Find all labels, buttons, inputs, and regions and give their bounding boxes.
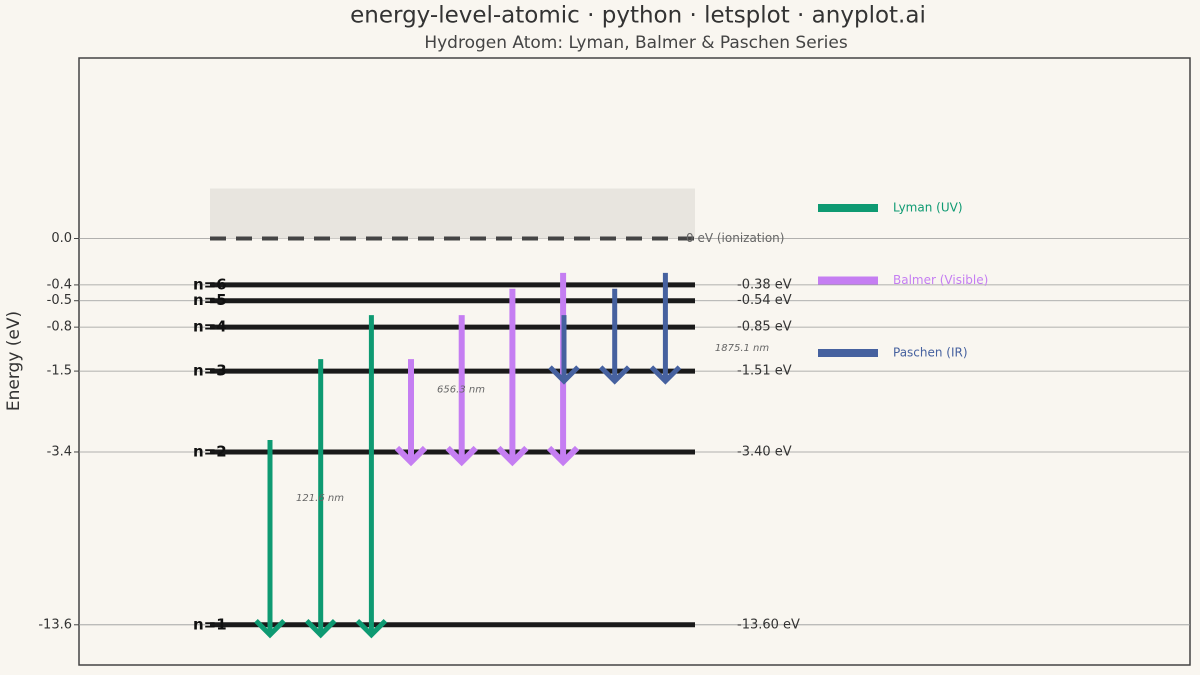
ionization-label: 0 eV (ionization) (686, 231, 784, 245)
transition-arrow (304, 359, 337, 639)
y-tick-label: -0.8 (47, 320, 72, 335)
arrow-shape (548, 315, 580, 385)
level-name: n=2 (193, 442, 227, 460)
transition-arrow (355, 315, 388, 639)
y-tick-label: -0.5 (47, 293, 72, 308)
wavelength-label: 656.3 nm (437, 385, 485, 396)
transition-arrow (649, 272, 682, 385)
legend-label: Lyman (UV) (893, 201, 963, 215)
level-name: n=6 (193, 275, 227, 293)
y-tick-label: 0.0 (51, 231, 72, 246)
continuum (210, 188, 695, 239)
y-tick-label: -1.5 (47, 364, 72, 379)
level-value-label: -3.40 eV (737, 444, 792, 459)
arrow-shape (496, 288, 529, 467)
level-name: n=1 (193, 615, 227, 633)
arrow-shape (598, 288, 631, 385)
y-axis-label: Energy (eV) (4, 311, 24, 411)
level-name: n=4 (193, 318, 227, 336)
transition-arrow (394, 359, 428, 467)
legend-label: Balmer (Visible) (893, 273, 988, 287)
y-tick-label: -0.4 (47, 277, 72, 292)
arrow-shape (355, 315, 388, 639)
level-value-label: -0.38 eV (737, 277, 792, 292)
level-value-label: -1.51 eV (737, 364, 792, 379)
level-name: n=5 (193, 291, 227, 309)
level-value-label: -13.60 eV (737, 617, 800, 632)
transition-arrow (445, 315, 478, 467)
arrow-shape (649, 272, 682, 385)
arrow-shape (254, 439, 286, 639)
transition-arrow (254, 439, 286, 639)
arrow-shape (394, 359, 428, 467)
transition-arrow (548, 315, 580, 385)
legend-label: Paschen (IR) (893, 346, 968, 360)
transition-arrow (598, 288, 631, 385)
y-tick-label: -3.4 (47, 444, 72, 459)
transition-arrow (496, 288, 529, 467)
level-value-label: -0.85 eV (737, 320, 792, 335)
y-tick-label: -13.6 (38, 617, 72, 632)
wavelength-label: 1875.1 nm (715, 343, 770, 354)
level-name: n=3 (193, 362, 227, 380)
chart-title: energy-level-atomic · python · letsplot … (350, 3, 926, 29)
plot-frame (78, 57, 1191, 666)
level-value-label: -0.54 eV (737, 293, 792, 308)
arrow-shape (445, 315, 478, 467)
wavelength-label: 121.6 nm (296, 493, 344, 504)
arrow-shape (304, 359, 337, 639)
chart-subtitle: Hydrogen Atom: Lyman, Balmer & Paschen S… (424, 33, 848, 53)
